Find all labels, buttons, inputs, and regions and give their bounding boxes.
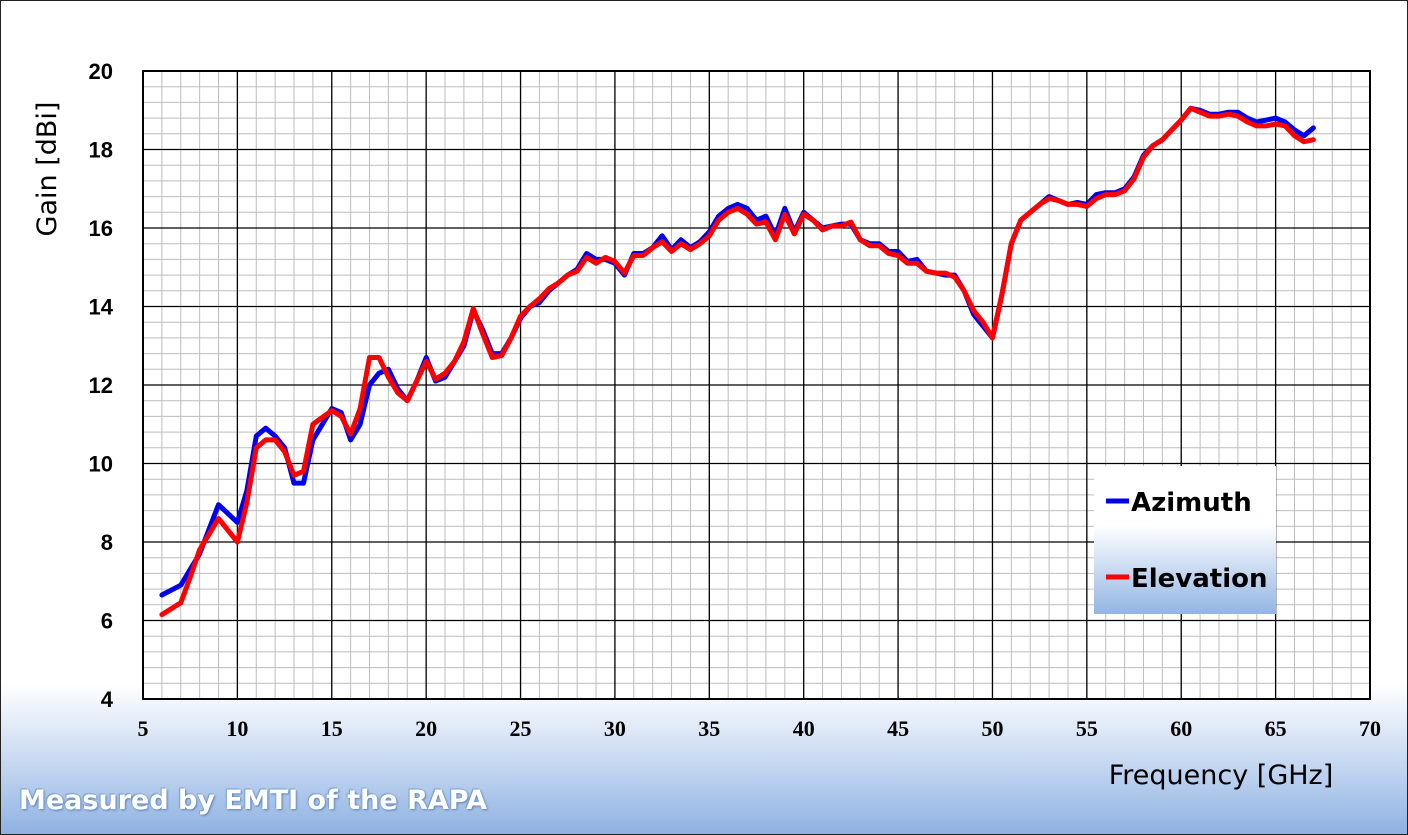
- y-tick-label: 10: [89, 452, 113, 477]
- y-tick-label: 18: [89, 138, 113, 163]
- y-tick-label: 4: [101, 687, 114, 712]
- y-tick-label: 8: [101, 530, 113, 555]
- series-line-elevation: [159, 105, 1316, 618]
- x-tick-label: 55: [1076, 716, 1098, 741]
- x-tick-label: 30: [604, 716, 626, 741]
- y-axis-title: Gain [dBi]: [32, 102, 63, 237]
- y-tick-label: 12: [89, 373, 113, 398]
- x-tick-label: 20: [415, 716, 437, 741]
- plot-border: [142, 70, 1371, 700]
- x-tick-label: 65: [1265, 716, 1287, 741]
- y-tick-label: 14: [89, 295, 114, 320]
- y-tick-label: 20: [89, 59, 113, 84]
- legend-label-elevation: Elevation: [1131, 564, 1268, 594]
- y-tick-labels: 4 6 8 10 12 14 16 18 20: [89, 59, 114, 712]
- y-tick-label: 6: [101, 609, 113, 634]
- x-tick-label: 25: [510, 716, 532, 741]
- x-tick-label: 45: [887, 716, 909, 741]
- x-tick-label: 40: [793, 716, 815, 741]
- series-lines: [159, 105, 1316, 618]
- measurement-credit-note: Measured by EMTI of the RAPA: [19, 785, 487, 816]
- x-tick-label: 15: [321, 716, 343, 741]
- x-axis-title: Frequency [GHz]: [1109, 760, 1334, 791]
- x-tick-label: 5: [138, 716, 149, 741]
- x-tick-label: 10: [226, 716, 248, 741]
- legend-label-azimuth: Azimuth: [1131, 488, 1252, 518]
- x-tick-labels: 5 10 15 20 25 30 35 40 45 50 55 60 65 70: [138, 716, 1382, 741]
- x-tick-label: 60: [1170, 716, 1192, 741]
- x-tick-label: 70: [1359, 716, 1381, 741]
- x-tick-label: 35: [698, 716, 720, 741]
- x-tick-label: 50: [981, 716, 1003, 741]
- legend: Azimuth Elevation: [1094, 466, 1276, 614]
- y-tick-label: 16: [89, 216, 113, 241]
- legend-box: [1094, 466, 1276, 614]
